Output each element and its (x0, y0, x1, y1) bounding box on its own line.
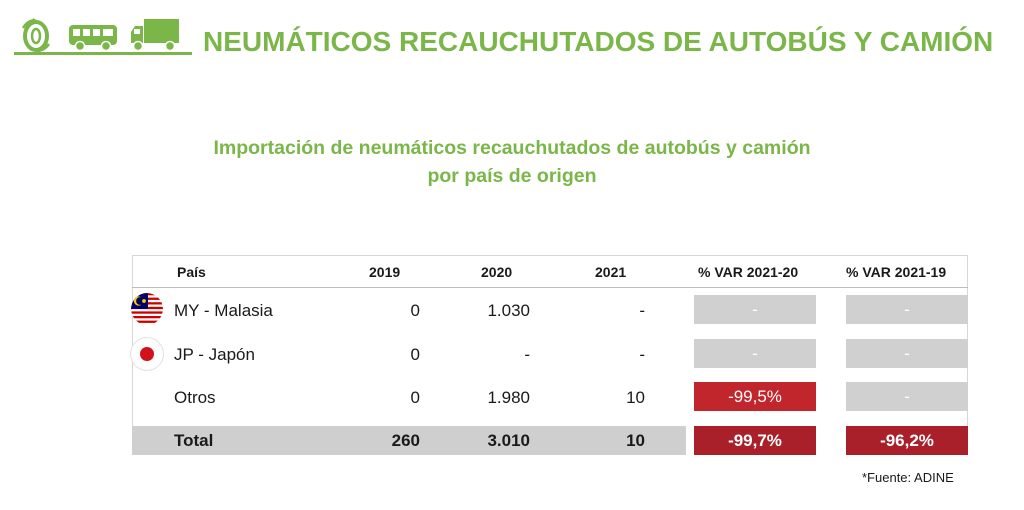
column-header-2020: 2020 (481, 264, 513, 280)
source-note: *Fuente: ADINE (862, 470, 954, 485)
var-2021-20: -99,5% (694, 382, 816, 411)
column-header-var-2021-19: % VAR 2021-19 (846, 264, 947, 280)
value-2019: 0 (410, 345, 420, 364)
total-2020: 3.010 (487, 431, 530, 450)
value-2020: - (524, 345, 530, 364)
subtitle-line-1: Importación de neumáticos recauchutados … (213, 137, 811, 159)
header-rule (14, 52, 192, 55)
value-2021: - (639, 345, 645, 364)
value-2021: - (639, 301, 645, 320)
value-2020: 1.980 (487, 388, 530, 407)
column-header-var-2021-20: % VAR 2021-20 (698, 264, 799, 280)
country-name: Otros (174, 388, 216, 407)
total-2019: 260 (391, 431, 420, 450)
value-2019: 0 (410, 301, 420, 320)
var-2021-20: - (694, 295, 816, 324)
value-2020: 1.030 (487, 301, 530, 320)
data-table (132, 255, 968, 455)
value-2021: 10 (626, 388, 645, 407)
header-divider (132, 287, 968, 288)
column-header-2019: 2019 (369, 264, 401, 280)
japan-flag-icon (131, 338, 163, 370)
total-row-background (132, 426, 686, 455)
bus-icon (69, 25, 117, 52)
country-name: MY - Malasia (174, 301, 273, 320)
header-icons (14, 14, 192, 56)
total-label: Total (174, 431, 214, 450)
column-header-country: País (177, 264, 206, 280)
column-header-2021: 2021 (595, 264, 627, 280)
malaysia-flag-icon (131, 293, 163, 325)
var-2021-19: - (846, 339, 968, 368)
country-name: JP - Japón (174, 345, 255, 364)
truck-icon (131, 19, 179, 52)
value-2019: 0 (410, 388, 420, 407)
table-subtitle: Importación de neumáticos recauchutados … (0, 134, 1024, 190)
recycle-tire-icon (21, 18, 51, 52)
total-var-2021-20: -99,7% (694, 426, 816, 455)
var-2021-19: - (846, 382, 968, 411)
subtitle-line-2: por país de origen (427, 165, 597, 187)
var-2021-20: - (694, 339, 816, 368)
total-2021: 10 (626, 431, 645, 450)
page-title: NEUMÁTICOS RECAUCHUTADOS DE AUTOBÚS Y CA… (203, 26, 994, 57)
var-2021-19: - (846, 295, 968, 324)
total-var-2021-19: -96,2% (846, 426, 968, 455)
